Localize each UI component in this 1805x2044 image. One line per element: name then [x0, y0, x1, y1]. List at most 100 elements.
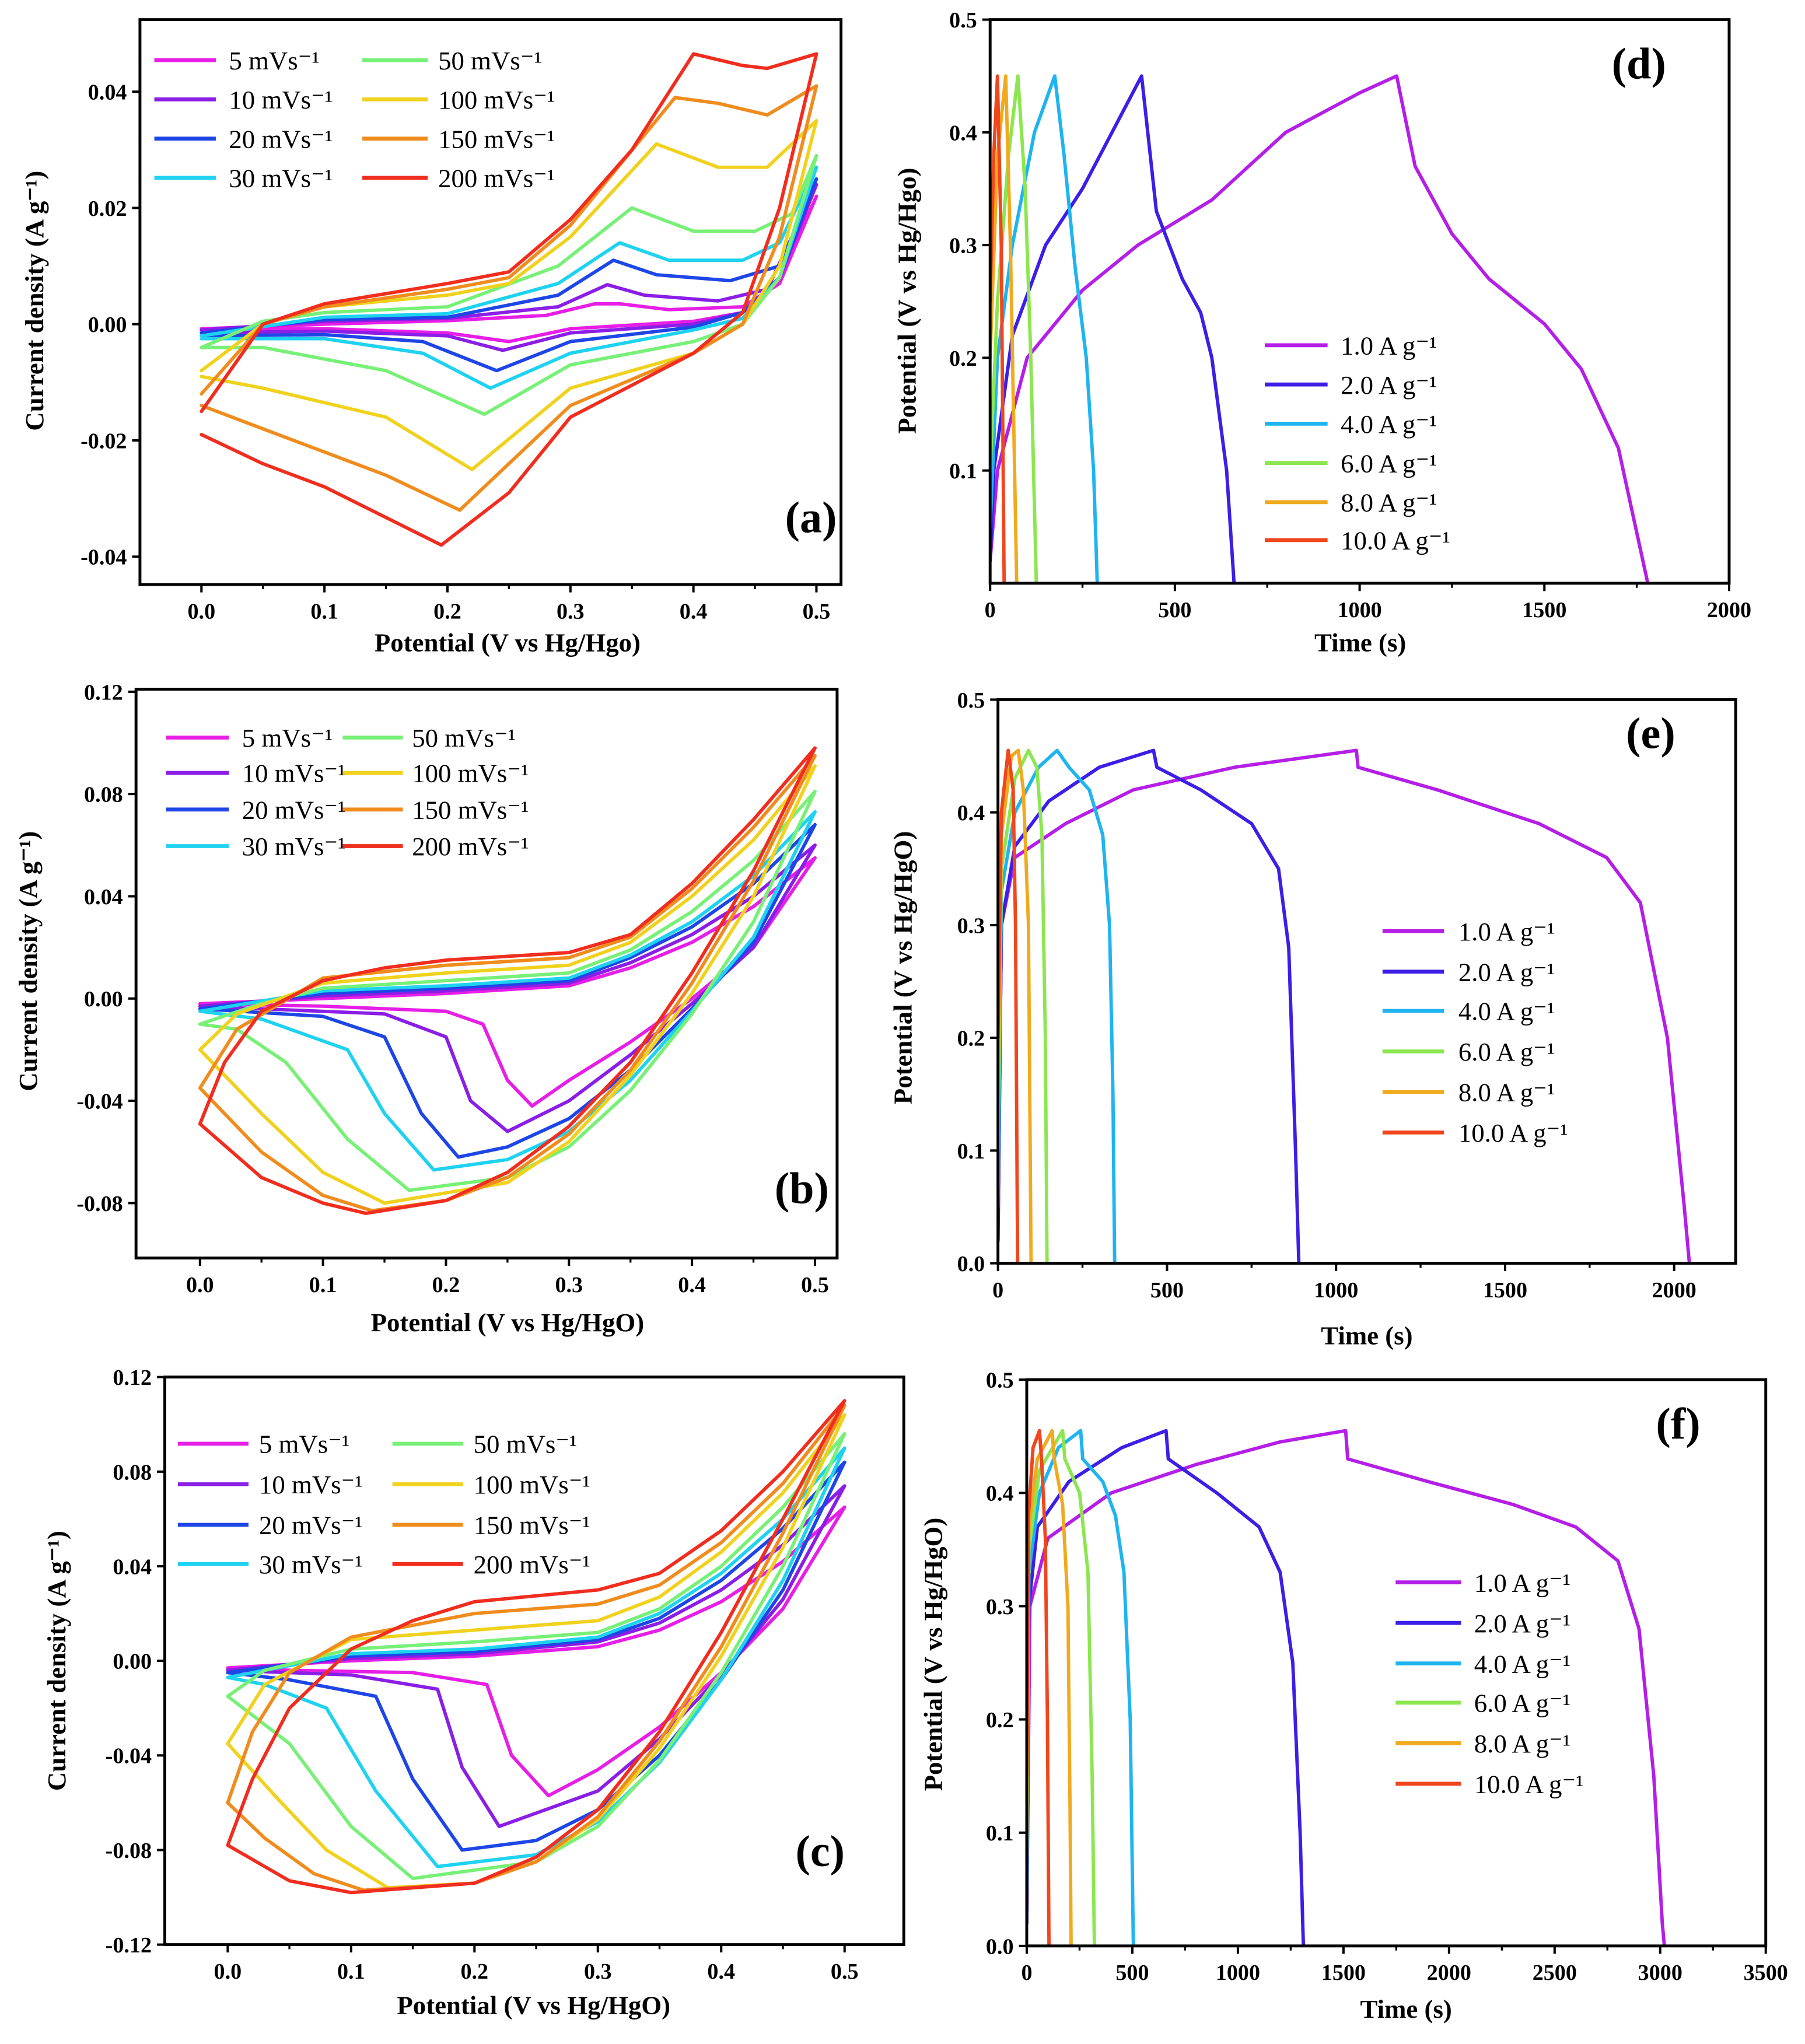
x-axis-label: Time (s)	[1360, 1994, 1452, 2024]
y-tick-label: 0.2	[986, 1708, 1014, 1732]
y-tick-label: 0.3	[949, 234, 977, 258]
plot-frame	[138, 18, 843, 586]
series-line-e-2	[998, 748, 1117, 1264]
y-tick-label: 0.5	[957, 688, 985, 713]
series-line-d-0	[990, 74, 1650, 583]
y-tick-label: 0.00	[113, 1650, 152, 1674]
legend-label: 6.0 A g⁻¹	[1474, 1689, 1570, 1718]
x-tick-label: 0.4	[680, 599, 708, 624]
legend: 1.0 A g⁻¹ 2.0 A g⁻¹ 4.0 A g⁻¹ 6.0 A g⁻¹ 8.0 …	[1382, 917, 1568, 1147]
legend-label: 10.0 A g⁻¹	[1474, 1770, 1584, 1799]
series-line-f-4	[1026, 1429, 1073, 1946]
y-axis-label: Potential (V vs Hg/HgO)	[888, 831, 918, 1105]
series-line-a-1	[200, 183, 818, 352]
chart-panel-c: 0.0 0.1 0.2 0.3 0.4 0.5 0.12 0.08 0.04 0.00 -0.04 -…	[42, 1366, 905, 2020]
x-tick-label: 0	[985, 598, 996, 622]
x-axis-label: Potential (V vs Hg/HgO)	[371, 1308, 645, 1337]
series-line-a-4	[200, 153, 818, 416]
x-tick-label: 3500	[1744, 1961, 1788, 1985]
series-line-d-3	[990, 74, 1038, 583]
series-line-b-7	[198, 746, 817, 1215]
x-axis-label: Potential (V vs Hg/HgO)	[397, 1990, 670, 2020]
x-tick-label: 1500	[1483, 1278, 1527, 1303]
x-tick-label: 0.0	[187, 599, 215, 624]
legend-label: 5 mVs⁻¹	[242, 723, 333, 752]
legend-label: 100 mVs⁻¹	[438, 85, 555, 114]
series-line-b-3	[198, 810, 817, 1172]
y-axis-label: Current density (A g⁻¹)	[42, 1531, 71, 1791]
y-tick-label: 0.3	[957, 914, 985, 938]
y-tick-label: 0.4	[986, 1482, 1014, 1506]
y-tick-label: 0.1	[986, 1821, 1014, 1846]
legend-label: 10 mVs⁻¹	[242, 759, 346, 788]
y-tick-label: -0.04	[81, 545, 127, 570]
legend-label: 20 mVs⁻¹	[229, 124, 333, 153]
x-tick-label: 1500	[1522, 598, 1566, 622]
plot-frame	[163, 1376, 905, 1947]
x-tick-label: 500	[1115, 1961, 1149, 1985]
legend-label: 10 mVs⁻¹	[229, 85, 333, 114]
series-line-d-4	[990, 74, 1019, 583]
series-line-a-5	[200, 119, 818, 471]
series-line-d-5	[990, 74, 1006, 583]
legend-label: 5 mVs⁻¹	[229, 46, 319, 75]
y-tick-label: 0.04	[84, 885, 123, 909]
legend: 1.0 A g⁻¹ 2.0 A g⁻¹ 4.0 A g⁻¹ 6.0 A g⁻¹ 8.0 …	[1265, 331, 1450, 555]
x-tick-label: 0.5	[801, 1273, 829, 1297]
y-tick-label: -0.12	[106, 1933, 152, 1958]
x-tick-label: 0.3	[555, 1273, 583, 1297]
y-tick-label: 0.3	[986, 1595, 1014, 1619]
legend-label: 200 mVs⁻¹	[438, 164, 555, 193]
legend-label: 6.0 A g⁻¹	[1458, 1037, 1555, 1066]
series-line-c-1	[226, 1484, 846, 1828]
x-tick-label: 0.2	[460, 1959, 488, 1984]
x-tick-label: 0.4	[678, 1273, 706, 1297]
series-line-c-2	[226, 1460, 846, 1852]
series-line-e-1	[998, 748, 1301, 1264]
legend-label: 200 mVs⁻¹	[474, 1550, 590, 1579]
y-tick-label: 0.1	[949, 459, 977, 484]
legend-label: 150 mVs⁻¹	[412, 795, 529, 824]
x-tick-label: 1000	[1314, 1278, 1358, 1303]
legend-label: 150 mVs⁻¹	[438, 124, 555, 153]
y-tick-label: 0.2	[957, 1027, 985, 1051]
series-line-c-0	[226, 1505, 846, 1798]
x-tick-label: 2000	[1427, 1961, 1471, 1985]
legend-label: 6.0 A g⁻¹	[1341, 449, 1437, 478]
series-line-a-3	[200, 165, 818, 390]
y-tick-label: -0.04	[106, 1744, 152, 1769]
y-tick-label: 0.02	[88, 197, 127, 221]
legend-label: 10 mVs⁻¹	[259, 1470, 363, 1499]
x-tick-label: 0.4	[707, 1959, 735, 1984]
y-axis-label: Current density (A g⁻¹)	[13, 831, 43, 1091]
y-tick-label: 0.1	[957, 1139, 985, 1164]
y-tick-label: -0.04	[76, 1090, 123, 1114]
legend-label: 8.0 A g⁻¹	[1341, 488, 1437, 517]
x-tick-label: 0.1	[309, 1273, 337, 1297]
x-tick-label: 0.0	[214, 1959, 242, 1984]
y-tick-label: 0.2	[949, 346, 977, 371]
series-line-f-2	[1026, 1429, 1135, 1946]
legend-label: 20 mVs⁻¹	[259, 1511, 363, 1540]
y-tick-label: 0.5	[949, 8, 977, 33]
legend-label: 2.0 A g⁻¹	[1474, 1609, 1570, 1638]
series-line-f-0	[1026, 1429, 1666, 1946]
x-tick-label: 0	[1021, 1961, 1032, 1985]
series-line-c-4	[226, 1432, 846, 1881]
panel-label: (e)	[1626, 709, 1675, 758]
plot-frame	[996, 698, 1737, 1265]
legend-label: 100 mVs⁻¹	[412, 759, 529, 788]
x-tick-label: 0.5	[803, 599, 831, 624]
x-tick-label: 2000	[1707, 598, 1751, 622]
legend-label: 30 mVs⁻¹	[242, 832, 346, 861]
x-tick-label: 0	[992, 1278, 1003, 1303]
series-line-b-4	[198, 789, 817, 1192]
x-axis-label: Time (s)	[1321, 1321, 1412, 1350]
y-tick-label: 0.04	[88, 80, 127, 105]
y-axis-label: Current density (A g⁻¹)	[20, 171, 49, 431]
y-tick-label: 0.5	[986, 1368, 1014, 1393]
legend-label: 50 mVs⁻¹	[412, 723, 516, 752]
x-tick-label: 1000	[1216, 1961, 1260, 1985]
legend-label: 30 mVs⁻¹	[259, 1550, 363, 1579]
series-line-f-3	[1026, 1429, 1096, 1946]
